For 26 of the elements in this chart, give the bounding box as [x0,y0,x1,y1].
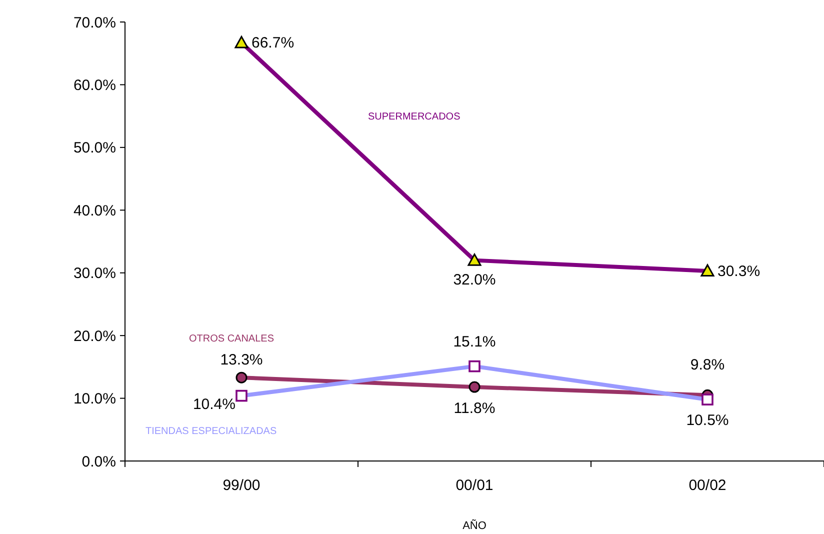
x-tick-label: 00/02 [688,477,726,494]
y-tick-label: 40.0% [73,202,116,220]
x-axis-title: AÑO [462,519,487,532]
data-label: 9.8% [690,356,725,374]
y-tick-label: 60.0% [73,76,116,94]
x-tick-label: 99/00 [222,477,260,494]
y-tick-label: 50.0% [73,140,116,157]
y-tick-label: 10.0% [73,390,116,408]
text: SUPERMERCADOS [368,112,461,123]
point [236,372,248,384]
y-tick-label: 0.0% [82,453,116,470]
data-label: 30.3% [718,262,760,280]
y-tick-label: 20.0% [73,328,116,345]
data-label: 10.4% [192,396,236,413]
data-label: 15.1% [453,333,496,350]
data-label: 66.7% [252,34,294,52]
x-tick-label: 00/01 [456,477,494,494]
text: TIENDAS ESPECIALIZADAS [146,426,277,437]
y-tick-label: 70.0% [73,14,116,32]
data-label: 11.8% [454,400,496,417]
data-label: 10.5% [686,412,729,430]
data-label: 32.0% [453,271,496,288]
text: OTROS CANALES [188,334,274,345]
data-label: 13.3% [220,352,263,369]
y-tick-label: 30.0% [73,265,116,282]
point [468,381,480,393]
